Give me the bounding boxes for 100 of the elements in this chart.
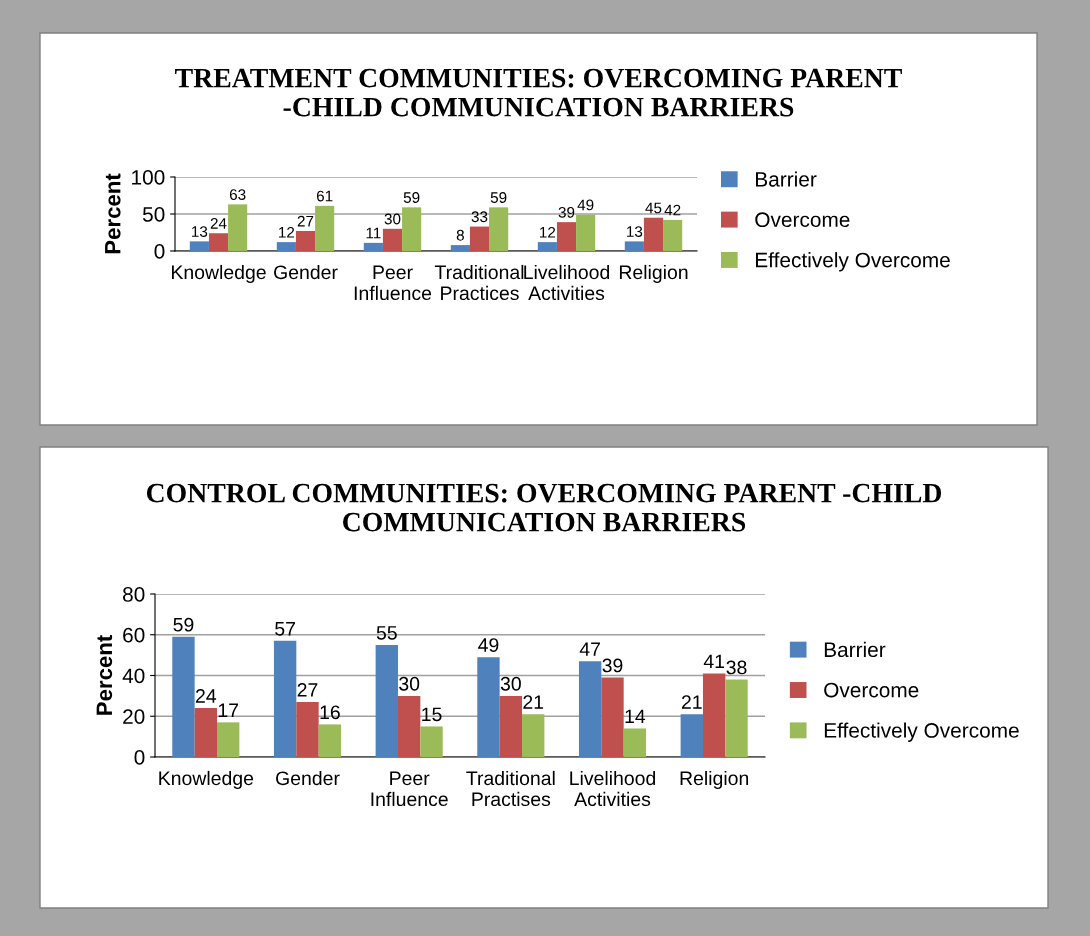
y-tick-label: 60 <box>123 627 145 643</box>
bar <box>295 231 316 251</box>
bar <box>450 245 470 251</box>
bar <box>623 728 647 757</box>
bar <box>680 714 703 757</box>
data-label: 61 <box>316 190 333 202</box>
legend-label: Barrier <box>756 171 817 187</box>
data-label: 27 <box>297 215 314 227</box>
bar <box>702 673 726 757</box>
data-label: 24 <box>210 218 227 229</box>
data-label: 63 <box>229 189 246 200</box>
data-label: 14 <box>625 709 646 724</box>
x-tick-label: Religion <box>680 770 749 790</box>
data-label: 41 <box>703 654 725 669</box>
data-label: 21 <box>681 695 702 709</box>
x-tick-label: Livelihood Activities <box>570 770 656 807</box>
y-tick-label: 40 <box>122 668 145 684</box>
x-tick-label: Gender <box>276 770 340 786</box>
data-label: 45 <box>645 202 662 214</box>
bar <box>725 679 748 757</box>
y-tick-label: 0 <box>134 750 145 765</box>
data-label: 30 <box>399 676 420 691</box>
data-label: 8 <box>456 229 464 241</box>
data-label: 12 <box>279 226 295 238</box>
data-label: 11 <box>366 227 381 239</box>
bar <box>217 722 240 757</box>
y-axis-title: Percent <box>96 635 113 715</box>
chart-title: TREATMENT COMMUNITIES: OVERCOMING PARENT -CHILD COMMUNICATION BARRIERS <box>175 68 902 117</box>
data-label: 17 <box>218 703 239 717</box>
bar <box>296 701 319 757</box>
legend-label: Overcome <box>824 682 919 698</box>
bar <box>537 242 557 251</box>
data-label: 59 <box>490 192 507 203</box>
x-tick-label: Religion <box>619 264 688 284</box>
bar <box>489 207 509 251</box>
x-tick-label: Livelihood Activities <box>524 264 610 301</box>
data-label: 39 <box>602 658 623 673</box>
bar <box>477 657 500 757</box>
bar <box>469 226 490 251</box>
bar <box>228 204 248 251</box>
x-tick-label: Peer Influence <box>354 265 432 301</box>
bar <box>402 207 422 251</box>
data-label: 13 <box>192 226 208 237</box>
x-tick-label: Gender <box>274 264 338 280</box>
bar <box>276 242 296 251</box>
data-label: 39 <box>558 206 575 218</box>
legend-label: Effectively Overcome <box>756 252 950 272</box>
data-label: 55 <box>376 626 397 640</box>
bar <box>499 695 523 757</box>
x-tick-label: Knowledge <box>171 264 266 284</box>
bar <box>643 217 664 251</box>
y-axis-title: Percent <box>105 173 121 254</box>
bar <box>420 726 443 757</box>
data-label: 59 <box>173 617 194 632</box>
data-label: 59 <box>403 192 420 203</box>
bar <box>208 233 229 251</box>
bar <box>273 640 297 757</box>
data-label: 27 <box>297 682 318 697</box>
bar <box>522 714 545 757</box>
legend-label: Effectively Overcome <box>824 722 1019 742</box>
data-label: 13 <box>627 226 643 237</box>
data-label: 30 <box>500 676 521 691</box>
data-label: 15 <box>422 707 442 722</box>
bar <box>318 724 342 757</box>
y-tick-label: 20 <box>123 709 145 724</box>
bar <box>601 677 624 757</box>
bar <box>363 242 383 251</box>
data-label: 24 <box>196 689 217 703</box>
x-tick-label: Knowledge <box>159 770 254 790</box>
bar <box>556 222 577 251</box>
bar <box>194 708 218 757</box>
data-label: 33 <box>471 211 488 223</box>
bar <box>315 205 335 251</box>
data-label: 47 <box>579 642 600 656</box>
data-label: 49 <box>577 199 594 211</box>
bar <box>578 661 602 757</box>
bar <box>663 219 683 251</box>
bar <box>576 214 596 251</box>
data-label: 12 <box>540 226 556 238</box>
y-tick-label: 100 <box>132 170 165 185</box>
x-tick-label: Peer Influence <box>371 771 448 807</box>
x-tick-label: Traditional Practices <box>434 264 524 301</box>
bar <box>382 228 403 251</box>
bar <box>624 241 644 251</box>
data-label: 16 <box>320 705 340 720</box>
y-tick-label: 50 <box>142 207 165 222</box>
legend-label: Barrier <box>824 641 886 658</box>
bar <box>172 636 195 757</box>
data-label: 42 <box>664 204 681 216</box>
bar <box>189 241 209 251</box>
data-label: 38 <box>726 660 747 675</box>
y-tick-label: 0 <box>154 244 165 259</box>
x-tick-label: Traditional Practises <box>466 770 555 807</box>
data-label: 49 <box>478 638 499 652</box>
chart-title: CONTROL COMMUNITIES: OVERCOMING PARENT -CHILD COMMUNICATION BARRIERS <box>146 483 942 532</box>
y-tick-label: 80 <box>123 587 145 602</box>
bar <box>397 695 421 757</box>
data-label: 57 <box>275 622 295 636</box>
data-label: 30 <box>384 213 401 225</box>
legend-label: Overcome <box>755 212 850 228</box>
